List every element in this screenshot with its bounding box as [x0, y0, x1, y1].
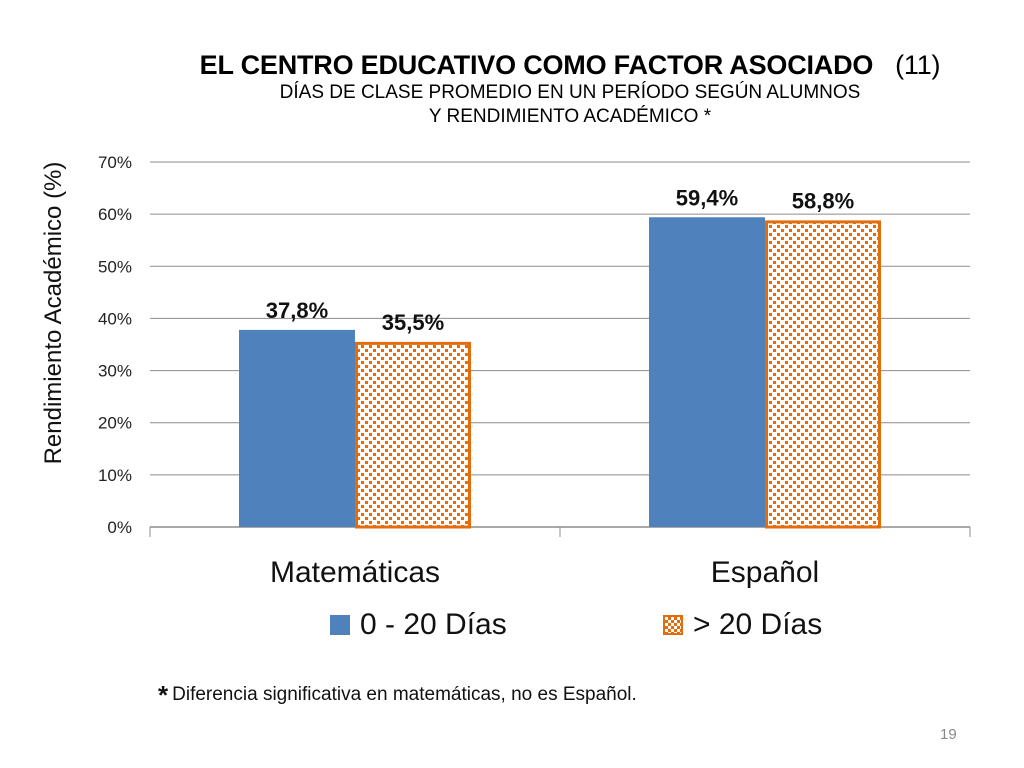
- legend-label-series-2: > 20 Días: [693, 608, 823, 641]
- legend-label-series-1: 0 - 20 Días: [360, 608, 507, 641]
- data-label: 59,4%: [676, 185, 738, 210]
- chart-title: EL CENTRO EDUCATIVO COMO FACTOR ASOCIADO…: [150, 50, 990, 81]
- x-category-label: Español: [711, 556, 819, 589]
- chart-title-block: EL CENTRO EDUCATIVO COMO FACTOR ASOCIADO…: [150, 50, 990, 129]
- y-tick-label: 20%: [98, 414, 132, 433]
- legend-item-series-2: > 20 Días: [663, 608, 822, 642]
- bar-2-1: [355, 341, 471, 529]
- bar-chart: 0% 10% 20% 30% 40% 50% 60% 70% 37,8% 35,5% Matemát…: [98, 153, 971, 589]
- bar-1-2: [649, 217, 765, 527]
- labels: 0% 10% 20% 30% 40% 50% 60% 70% 37,8% 35,5% Matemát…: [98, 153, 854, 589]
- chart-title-text: EL CENTRO EDUCATIVO COMO FACTOR ASOCIADO: [199, 50, 874, 80]
- x-category-label: Matemáticas: [270, 556, 440, 589]
- footnote: * Diferencia significativa en matemáticas…: [158, 680, 637, 711]
- y-tick-label: 30%: [98, 362, 132, 381]
- data-label: 58,8%: [792, 188, 854, 213]
- legend-swatch-orange-checkered: [663, 615, 683, 635]
- chart-subtitle-line2: Y RENDIMIENTO ACADÉMICO *: [428, 106, 712, 127]
- chart-subtitle-line1: DÍAS DE CLASE PROMEDIO EN UN PERÍODO SEG…: [279, 82, 861, 103]
- legend-swatch-blue: [330, 615, 350, 635]
- bar-2-2: [765, 220, 881, 529]
- page-number: 19: [940, 726, 957, 743]
- data-label: 37,8%: [266, 298, 328, 323]
- bar-1-1: [239, 329, 355, 527]
- y-tick-label: 70%: [98, 153, 132, 172]
- legend: 0 - 20 Días > 20 Días: [0, 608, 1024, 648]
- y-tick-label: 60%: [98, 205, 132, 224]
- footnote-asterisk: *: [158, 680, 169, 710]
- y-tick-label: 10%: [98, 466, 132, 485]
- legend-item-series-1: 0 - 20 Días: [330, 608, 507, 642]
- y-tick-label: 40%: [98, 309, 132, 328]
- y-tick-label: 0%: [107, 518, 132, 537]
- y-tick-label: 50%: [98, 257, 132, 276]
- chart-title-number: (11): [895, 50, 941, 80]
- footnote-text: Diferencia significativa en matemáticas,…: [172, 684, 637, 705]
- bars: [239, 217, 881, 529]
- data-label: 35,5%: [382, 310, 444, 335]
